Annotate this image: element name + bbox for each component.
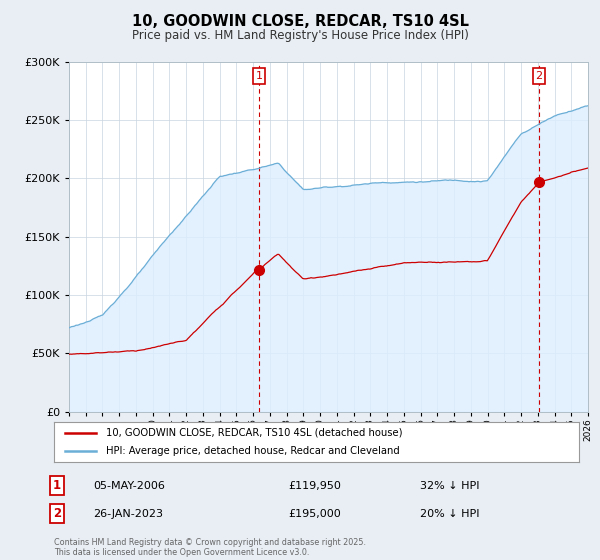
Text: 05-MAY-2006: 05-MAY-2006 [93,480,165,491]
Text: Contains HM Land Registry data © Crown copyright and database right 2025.
This d: Contains HM Land Registry data © Crown c… [54,538,366,557]
Text: 10, GOODWIN CLOSE, REDCAR, TS10 4SL (detached house): 10, GOODWIN CLOSE, REDCAR, TS10 4SL (det… [107,428,403,438]
Text: £119,950: £119,950 [288,480,341,491]
Text: 26-JAN-2023: 26-JAN-2023 [93,508,163,519]
Text: 1: 1 [53,479,61,492]
Text: £195,000: £195,000 [288,508,341,519]
Text: 2: 2 [53,507,61,520]
Text: 20% ↓ HPI: 20% ↓ HPI [420,508,479,519]
Text: Price paid vs. HM Land Registry's House Price Index (HPI): Price paid vs. HM Land Registry's House … [131,29,469,42]
Text: 10, GOODWIN CLOSE, REDCAR, TS10 4SL: 10, GOODWIN CLOSE, REDCAR, TS10 4SL [131,14,469,29]
Text: 1: 1 [256,71,262,81]
Text: HPI: Average price, detached house, Redcar and Cleveland: HPI: Average price, detached house, Redc… [107,446,400,456]
Text: 32% ↓ HPI: 32% ↓ HPI [420,480,479,491]
Text: 2: 2 [535,71,542,81]
